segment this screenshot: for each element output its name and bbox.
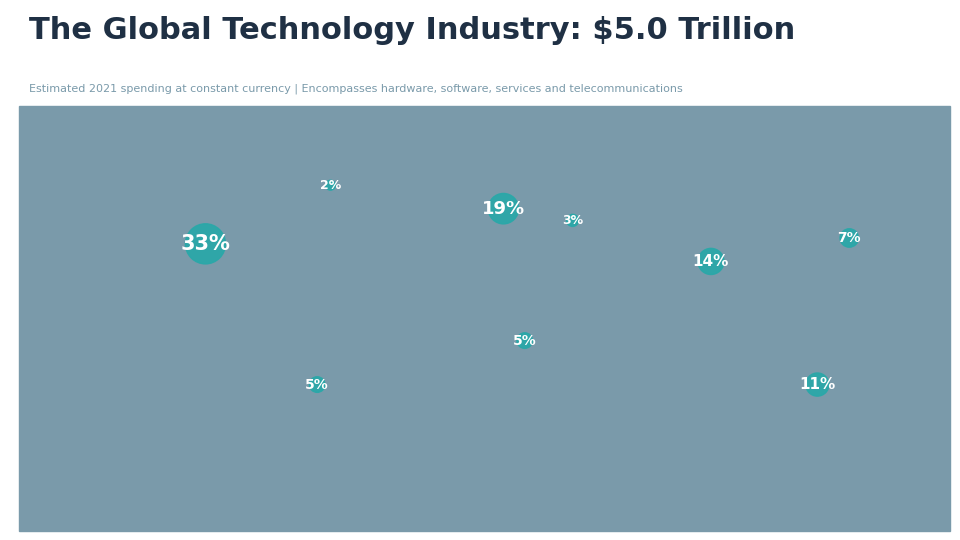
Ellipse shape xyxy=(566,214,579,226)
Ellipse shape xyxy=(516,333,533,348)
Ellipse shape xyxy=(325,180,335,190)
Ellipse shape xyxy=(840,229,858,247)
Ellipse shape xyxy=(698,248,724,274)
Ellipse shape xyxy=(805,373,828,396)
Text: 2%: 2% xyxy=(320,179,341,192)
Text: 3%: 3% xyxy=(562,214,583,227)
Text: 5%: 5% xyxy=(305,377,329,392)
Text: Estimated 2021 spending at constant currency | Encompasses hardware, software, s: Estimated 2021 spending at constant curr… xyxy=(29,84,683,94)
Ellipse shape xyxy=(489,193,518,224)
Text: 33%: 33% xyxy=(180,234,230,254)
Text: 19%: 19% xyxy=(482,200,525,218)
Text: Source:  IDC: Source: IDC xyxy=(845,484,913,494)
Text: 7%: 7% xyxy=(837,231,861,245)
Ellipse shape xyxy=(185,224,226,264)
Text: 11%: 11% xyxy=(800,377,835,392)
Text: 5%: 5% xyxy=(513,334,537,348)
Text: 14%: 14% xyxy=(693,254,730,269)
Ellipse shape xyxy=(309,377,325,393)
Text: The Global Technology Industry: $5.0 Trillion: The Global Technology Industry: $5.0 Tri… xyxy=(29,16,795,45)
